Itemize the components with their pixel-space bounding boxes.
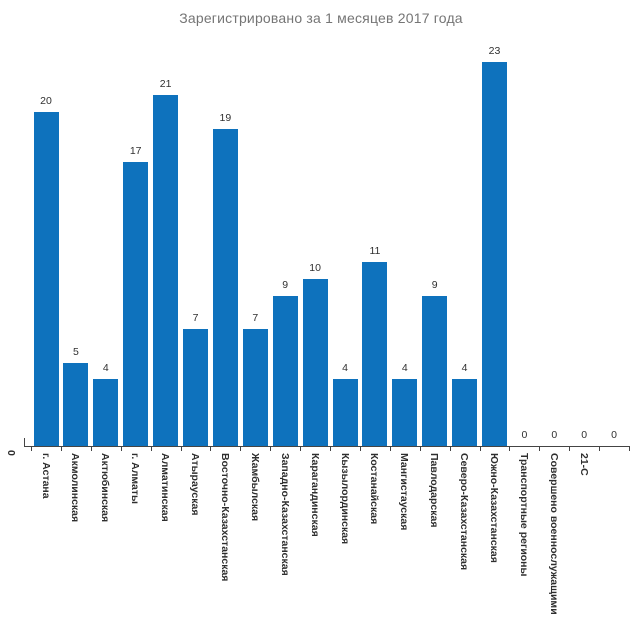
category-label: Атырауская: [189, 453, 201, 516]
axis-tick: [419, 447, 421, 451]
category-label: Акмолинская: [69, 453, 82, 523]
bar: [482, 62, 507, 446]
category-label: Южно-Казахстанская: [488, 453, 500, 563]
bar: [302, 279, 328, 446]
axis-tick: [359, 447, 361, 451]
axis-tick: [240, 447, 242, 451]
bar: [212, 129, 238, 446]
category-label: 21-С: [577, 453, 590, 476]
axis-tick: [90, 447, 92, 451]
x-axis-line: [24, 446, 630, 447]
bar-value-label: 21: [159, 78, 172, 90]
category-label: г. Астана: [39, 453, 52, 499]
bar: [452, 379, 478, 446]
bar-value-label: 5: [72, 346, 79, 358]
bar: [422, 296, 448, 446]
bar-value-label: 10: [309, 262, 321, 274]
axis-tick: [449, 447, 451, 451]
bar: [332, 379, 358, 446]
axis-tick: [599, 447, 601, 451]
bar-value-label: 4: [342, 362, 348, 374]
axis-tick: [569, 447, 571, 451]
bar-value-label: 11: [369, 245, 381, 257]
axis-tick: [509, 447, 511, 451]
category-label: Кызылординская: [338, 453, 351, 545]
bar-value-label: 0: [581, 429, 588, 441]
bar-value-label: 0: [611, 429, 618, 441]
bar-value-label: 0: [551, 429, 558, 441]
category-label: Мангистауская: [398, 453, 411, 531]
bar-value-label: 20: [40, 95, 52, 107]
bar-value-label: 4: [461, 362, 468, 374]
category-label: Транспортные регионы: [517, 453, 530, 577]
axis-tick: [31, 447, 33, 451]
bar-value-label: 9: [431, 279, 438, 291]
axis-tick: [210, 447, 212, 451]
axis-tick: [270, 447, 272, 451]
axis-tick: [479, 447, 481, 451]
bar: [242, 329, 268, 446]
chart-title: Зарегистрировано за 1 месяцев 2017 года: [179, 10, 463, 26]
axis-tick: [61, 447, 62, 451]
bar: [33, 112, 59, 446]
category-label: Восточно-Казахстанская: [218, 453, 231, 582]
x-axis-origin-label: 0: [5, 450, 17, 456]
category-label: Северо-Казахстанская: [458, 453, 471, 571]
bar-value-label: 7: [252, 312, 259, 324]
bar: [272, 296, 298, 446]
category-label: Актюбинская: [99, 453, 112, 523]
bar-value-label: 4: [401, 362, 408, 374]
axis-tick: [330, 447, 332, 451]
y-axis-stub: [24, 438, 25, 446]
bar: [93, 379, 119, 446]
category-label: Павлодарская: [428, 453, 441, 528]
axis-tick: [389, 447, 391, 451]
category-label: Алматинская: [159, 453, 172, 522]
bar: [362, 262, 388, 446]
category-label: Костанайская: [368, 453, 381, 525]
bar: [392, 379, 418, 446]
bar: [183, 329, 208, 446]
bar-value-label: 19: [219, 112, 232, 124]
bar: [123, 162, 149, 446]
category-label: Западно-Казахстанская: [278, 453, 291, 576]
axis-tick: [300, 447, 302, 451]
axis-tick: [539, 447, 541, 451]
axis-tick: [120, 447, 122, 451]
bar-value-label: 9: [282, 279, 289, 291]
bar-value-label: 4: [102, 362, 109, 374]
bar-value-label: 23: [488, 45, 501, 57]
axis-tick: [150, 447, 152, 451]
bar-value-label: 0: [521, 429, 528, 441]
category-label: Жамбылская: [248, 453, 261, 522]
category-label: Карагандинская: [308, 453, 321, 537]
axis-tick: [629, 447, 630, 451]
bar-value-label: 17: [129, 145, 142, 157]
axis-tick: [180, 447, 182, 451]
bar-value-label: 7: [192, 312, 199, 324]
category-label: Совершено военнослужащими: [547, 453, 560, 615]
bar: [63, 363, 89, 446]
category-label: г. Алматы: [129, 453, 142, 504]
bar: [153, 95, 179, 446]
